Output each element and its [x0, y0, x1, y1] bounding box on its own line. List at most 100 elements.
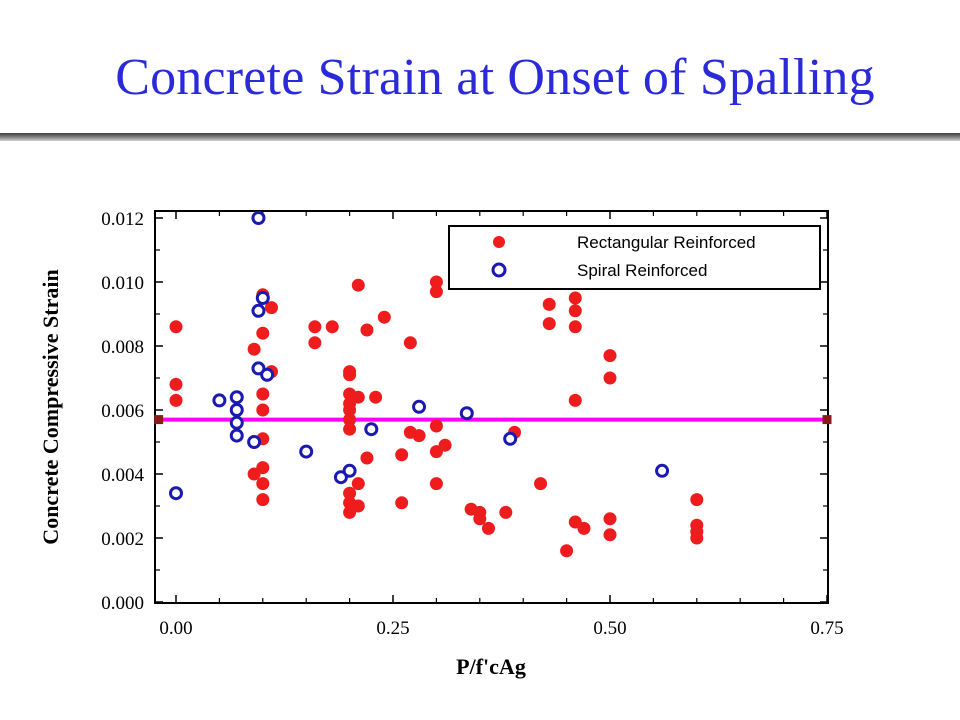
rect-reinforced-point	[169, 320, 183, 334]
rect-reinforced-point	[542, 317, 556, 331]
rect-reinforced-point	[256, 326, 270, 340]
spiral-reinforced-point	[229, 390, 244, 405]
spiral-reinforced-point	[260, 367, 275, 382]
rect-reinforced-point	[603, 371, 617, 385]
rect-reinforced-point	[360, 323, 374, 337]
rect-reinforced-point	[473, 512, 487, 526]
rect-reinforced-point	[499, 505, 513, 519]
rect-reinforced-point	[256, 387, 270, 401]
spiral-reinforced-point	[247, 435, 262, 449]
rect-reinforced-point	[568, 393, 582, 407]
x-tick-label: 0.75	[810, 618, 843, 639]
title-divider	[0, 133, 960, 141]
spiral-reinforced-point	[251, 303, 266, 318]
spiral-reinforced-point	[251, 211, 266, 225]
rect-reinforced-point	[343, 368, 357, 382]
data-points	[169, 211, 704, 558]
rect-reinforced-point	[560, 544, 574, 558]
rect-reinforced-point	[169, 377, 183, 391]
legend-box	[448, 225, 821, 290]
spiral-reinforced-point	[412, 399, 427, 414]
rect-reinforced-point	[308, 336, 322, 350]
rect-reinforced-point	[429, 419, 443, 433]
spiral-reinforced-point	[655, 463, 670, 478]
y-tick-label: 0.006	[101, 401, 144, 422]
rect-reinforced-point	[690, 493, 704, 507]
rect-reinforced-point	[377, 310, 391, 324]
rect-reinforced-point	[395, 496, 409, 510]
spiral-reinforced-point	[229, 403, 244, 417]
rect-reinforced-point	[577, 521, 591, 535]
rect-reinforced-point	[603, 349, 617, 363]
y-tick-label: 0.012	[101, 209, 144, 230]
rect-reinforced-point	[169, 393, 183, 407]
spiral-reinforced-point	[212, 393, 227, 408]
rect-reinforced-point	[308, 320, 322, 334]
x-axis-title: P/f'cAg	[456, 654, 526, 679]
rect-reinforced-point	[395, 448, 409, 462]
rect-reinforced-point	[603, 512, 617, 526]
x-tick-label: 0.00	[159, 618, 192, 639]
rect-reinforced-point	[542, 297, 556, 311]
y-tick-label: 0.010	[101, 273, 144, 294]
rect-reinforced-point	[256, 493, 270, 507]
rect-reinforced-point	[412, 429, 426, 443]
rect-reinforced-point	[256, 461, 270, 475]
spiral-reinforced-point	[459, 406, 474, 421]
rect-reinforced-point	[325, 320, 339, 334]
y-tick-label: 0.002	[101, 529, 144, 550]
x-axis-ticks: 0.00 0.25 0.50 0.75	[159, 211, 844, 639]
rect-reinforced-point	[481, 521, 495, 535]
legend-marker-spiral	[491, 262, 507, 278]
spiral-reinforced-point	[342, 463, 357, 478]
rect-reinforced-point	[360, 451, 374, 465]
legend-marker-rect	[493, 236, 505, 248]
spiral-reinforced-point	[364, 422, 379, 437]
spiral-reinforced-point	[229, 428, 244, 443]
rect-reinforced-point	[438, 438, 452, 452]
x-tick-label: 0.50	[593, 618, 626, 639]
x-tick-label: 0.25	[376, 618, 409, 639]
rect-reinforced-point	[351, 390, 365, 404]
legend-label-rect: Rectangular Reinforced	[577, 233, 756, 252]
rect-reinforced-point	[351, 477, 365, 491]
rect-reinforced-point	[534, 477, 548, 491]
y-tick-label: 0.008	[101, 337, 144, 358]
rect-reinforced-point	[351, 499, 365, 513]
rect-reinforced-point	[429, 285, 443, 299]
rect-reinforced-point	[429, 275, 443, 289]
rect-reinforced-point	[429, 477, 443, 491]
spiral-reinforced-point	[169, 486, 183, 501]
rect-reinforced-point	[343, 422, 357, 436]
y-axis-ticks: 0.000 0.002 0.004 0.006 0.008 0.010 0.012	[101, 209, 828, 614]
spiral-reinforced-point	[255, 291, 270, 305]
legend-label-spiral: Spiral Reinforced	[577, 261, 707, 280]
rect-reinforced-point	[603, 528, 617, 542]
rect-reinforced-point	[690, 531, 704, 545]
threshold-endpoint-left	[154, 415, 164, 425]
rect-reinforced-point	[343, 403, 357, 417]
spiral-reinforced-point	[229, 415, 244, 430]
y-tick-label: 0.004	[101, 465, 144, 486]
rect-reinforced-point	[256, 403, 270, 417]
rect-reinforced-point	[256, 477, 270, 491]
y-tick-label: 0.000	[101, 593, 144, 614]
rect-reinforced-point	[568, 291, 582, 305]
rect-reinforced-point	[247, 342, 261, 356]
plot-frame	[154, 210, 829, 604]
rect-reinforced-point	[403, 336, 417, 350]
rect-reinforced-point	[343, 486, 357, 500]
spiral-reinforced-point	[299, 444, 314, 459]
y-axis-title: Concrete Compressive Strain	[38, 269, 63, 544]
threshold-endpoint-right	[822, 415, 832, 425]
slide-title: Concrete Strain at Onset of Spalling	[115, 49, 875, 106]
rect-reinforced-point	[351, 278, 365, 292]
legend: Rectangular Reinforced Spiral Reinforced	[448, 225, 821, 290]
rect-reinforced-point	[343, 413, 357, 427]
spiral-reinforced-point	[503, 431, 518, 446]
rect-reinforced-point	[568, 320, 582, 334]
rect-reinforced-point	[264, 301, 278, 315]
rect-reinforced-point	[369, 390, 383, 404]
rect-reinforced-point	[568, 304, 582, 318]
